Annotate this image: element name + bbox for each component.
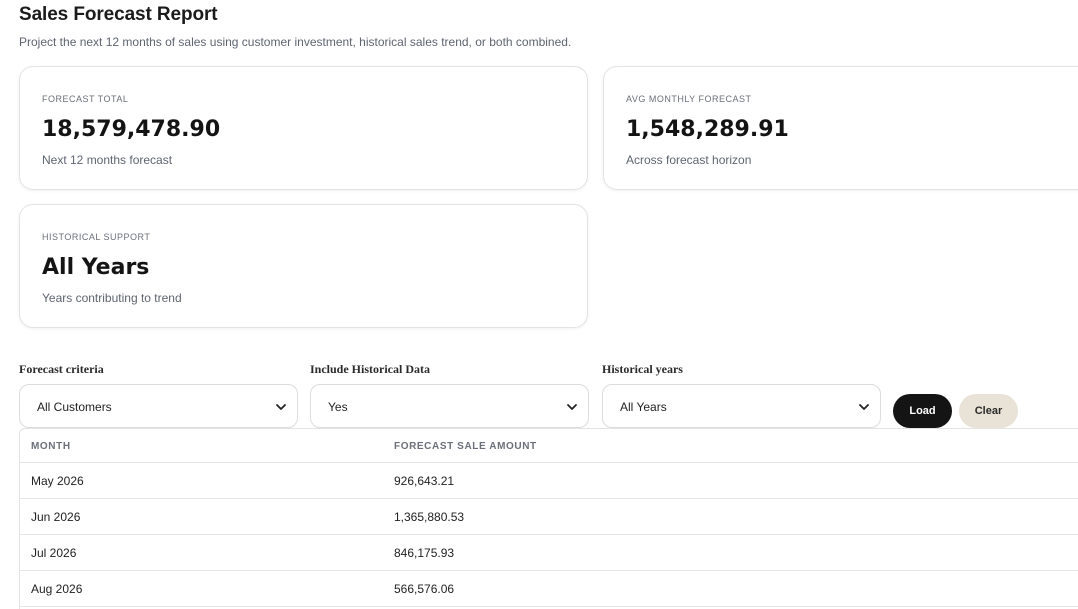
month-cell: Jun 2026: [31, 510, 81, 524]
month-cell: May 2026: [31, 474, 84, 488]
card-caption: Across forecast horizon: [626, 153, 752, 167]
forecast-table: MONTH FORECAST SALE AMOUNT May 2026 926,…: [19, 428, 1078, 609]
table-header: MONTH FORECAST SALE AMOUNT: [20, 429, 1078, 463]
card-caption: Years contributing to trend: [42, 291, 182, 305]
card-label: FORECAST TOTAL: [42, 94, 129, 104]
chevron-down-icon: [567, 404, 577, 410]
forecast-total-card: FORECAST TOTAL 18,579,478.90 Next 12 mon…: [19, 66, 588, 190]
card-caption: Next 12 months forecast: [42, 153, 173, 167]
amount-cell: 846,175.93: [394, 546, 455, 560]
column-header-forecast-amount: FORECAST SALE AMOUNT: [394, 441, 537, 452]
table-row: Aug 2026 566,576.06: [20, 571, 1078, 607]
historical-years-select[interactable]: All Years: [602, 384, 881, 428]
historical-support-card: HISTORICAL SUPPORT All Years Years contr…: [19, 204, 588, 328]
select-value: Yes: [328, 400, 348, 414]
card-value: 18,579,478.90: [42, 117, 221, 142]
page-subtitle: Project the next 12 months of sales usin…: [19, 35, 572, 49]
table-row: Jul 2026 846,175.93: [20, 535, 1078, 571]
load-button[interactable]: Load: [893, 394, 952, 428]
select-value: All Years: [620, 400, 667, 414]
month-cell: Aug 2026: [31, 582, 83, 596]
amount-cell: 566,576.06: [394, 582, 455, 596]
card-value: 1,548,289.91: [626, 117, 789, 142]
card-label: HISTORICAL SUPPORT: [42, 232, 151, 242]
card-value: All Years: [42, 255, 150, 280]
amount-cell: 926,643.21: [394, 474, 455, 488]
table-row: Jun 2026 1,365,880.53: [20, 499, 1078, 535]
card-label: AVG MONTHLY FORECAST: [626, 94, 752, 104]
include-historical-select[interactable]: Yes: [310, 384, 589, 428]
forecast-criteria-select[interactable]: All Customers: [19, 384, 298, 428]
amount-cell: 1,365,880.53: [394, 510, 465, 524]
chevron-down-icon: [276, 404, 286, 410]
clear-button[interactable]: Clear: [959, 394, 1018, 428]
historical-years-label: Historical years: [602, 362, 683, 376]
page-title: Sales Forecast Report: [19, 4, 218, 25]
avg-monthly-forecast-card: AVG MONTHLY FORECAST 1,548,289.91 Across…: [603, 66, 1078, 190]
select-value: All Customers: [37, 400, 112, 414]
include-historical-label: Include Historical Data: [310, 362, 430, 376]
table-row: May 2026 926,643.21: [20, 463, 1078, 499]
month-cell: Jul 2026: [31, 546, 77, 560]
column-header-month: MONTH: [31, 441, 71, 452]
chevron-down-icon: [859, 404, 869, 410]
forecast-criteria-label: Forecast criteria: [19, 362, 104, 376]
